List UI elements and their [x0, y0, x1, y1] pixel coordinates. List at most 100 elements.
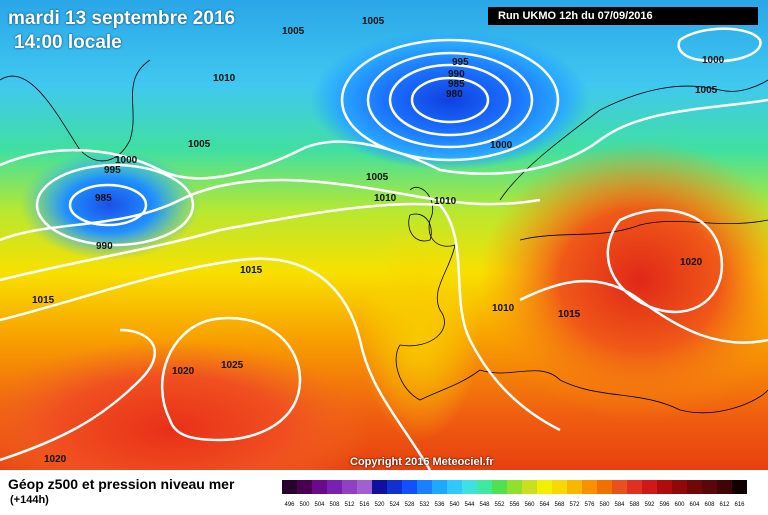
isobar-1015-east — [519, 279, 768, 344]
isobar-label: 1010 — [213, 73, 236, 84]
legend-swatch — [537, 480, 552, 494]
isobar-label: 1015 — [32, 295, 55, 306]
legend-value-label: 588 — [629, 502, 640, 508]
isobar-label: 1020 — [680, 257, 703, 268]
low-pressure-zone-west — [20, 150, 200, 260]
legend-value-label: 520 — [374, 502, 385, 508]
isobar-label: 1015 — [240, 265, 263, 276]
legend-swatch — [582, 480, 597, 494]
legend-swatch — [342, 480, 357, 494]
legend-value-label: 532 — [419, 502, 430, 508]
legend-value-label: 556 — [509, 502, 520, 508]
ridge-zone — [360, 220, 480, 440]
isobar-label: 980 — [446, 89, 463, 100]
isobar-1010 — [0, 202, 561, 432]
legend-swatch — [522, 480, 537, 494]
legend-swatch — [597, 480, 612, 494]
legend-value-label: 540 — [449, 502, 460, 508]
isobar-label: 1010 — [374, 193, 397, 204]
isobar-1020-west — [0, 328, 157, 462]
legend-swatch — [732, 480, 747, 494]
high-heights-southwest — [0, 340, 370, 470]
legend-value-label: 524 — [389, 502, 400, 508]
isobar-990 — [366, 51, 534, 149]
scandinavia-coast — [499, 79, 768, 201]
legend-value-label: 592 — [644, 502, 655, 508]
isobar-995 — [340, 38, 560, 162]
legend-swatch — [627, 480, 642, 494]
isobar-1020-east — [606, 208, 724, 314]
legend-swatch — [477, 480, 492, 494]
legend-value-label: 604 — [689, 502, 700, 508]
isobar-label: 1015 — [558, 309, 581, 320]
forecast-date: mardi 13 septembre 2016 — [8, 8, 236, 29]
legend-value-label: 564 — [539, 502, 550, 508]
isobar-label: 1005 — [188, 139, 211, 150]
map-canvas: 1005 1005 1010 995 990 985 980 1000 1000… — [0, 0, 768, 470]
legend-value-label: 544 — [464, 502, 475, 508]
copyright-text: Copyright 2016 Meteociel.fr — [350, 456, 494, 468]
isobar-label: 1000 — [490, 140, 513, 151]
isobar-label: 985 — [95, 193, 112, 204]
legend-swatch — [702, 480, 717, 494]
legend-value-label: 576 — [584, 502, 595, 508]
forecast-local-time: 14:00 locale — [14, 32, 122, 53]
legend-swatch — [507, 480, 522, 494]
legend-swatch — [282, 480, 297, 494]
legend-swatch — [432, 480, 447, 494]
legend-swatch — [567, 480, 582, 494]
isobar-label: 985 — [448, 79, 465, 90]
color-scale-bar: 496 500 504 508 512 516 520 524 528 532 536 540 544 5… — [282, 480, 747, 508]
isobar-label: 990 — [448, 69, 465, 80]
isobar-label: 1010 — [434, 196, 457, 207]
isobar-1005 — [0, 178, 541, 242]
legend-swatch — [552, 480, 567, 494]
isobar-label: 1005 — [695, 85, 718, 96]
isobar-1015 — [0, 257, 432, 470]
model-run-info: Run UKMO 12h du 07/09/2016 — [488, 7, 758, 25]
legend-value-label: 500 — [299, 502, 310, 508]
isobar-label: 1020 — [44, 454, 67, 465]
legend-value-label: 552 — [494, 502, 505, 508]
isobar-w-990 — [35, 163, 195, 247]
low-pressure-zone-north — [310, 30, 590, 170]
legend-value-label: 536 — [434, 502, 445, 508]
weather-map: 1005 1005 1010 995 990 985 980 1000 1000… — [0, 0, 768, 470]
isobar-1025 — [160, 316, 302, 442]
western-europe-coast — [395, 187, 481, 401]
coastlines — [0, 59, 768, 414]
legend-value-label: 560 — [524, 502, 535, 508]
legend-swatch — [417, 480, 432, 494]
isobar-label: 1000 — [115, 155, 138, 166]
legend-swatch — [672, 480, 687, 494]
color-scale-legend: 496 500 504 508 512 516 520 524 528 532 536 540 544 5… — [282, 480, 758, 515]
legend-swatch — [327, 480, 342, 494]
legend-swatch — [492, 480, 507, 494]
legend-value-label: 508 — [329, 502, 340, 508]
legend-swatch — [612, 480, 627, 494]
legend-swatch — [462, 480, 477, 494]
legend-value-label: 504 — [314, 502, 325, 508]
british-isles — [408, 213, 432, 242]
isobar-lines — [0, 27, 768, 470]
legend-value-label: 616 — [734, 502, 745, 508]
isobar-985 — [388, 63, 512, 137]
legend-value-label: 512 — [344, 502, 355, 508]
legend-value-label: 584 — [614, 502, 625, 508]
legend-swatch — [357, 480, 372, 494]
legend-swatch — [657, 480, 672, 494]
legend-swatch — [402, 480, 417, 494]
legend-value-label: 548 — [479, 502, 490, 508]
isobar-label: 1005 — [282, 26, 305, 37]
isobar-label: 995 — [452, 57, 469, 68]
isobar-label: 1005 — [362, 16, 385, 27]
legend-value-label: 600 — [674, 502, 685, 508]
legend-swatch — [642, 480, 657, 494]
legend-value-label: 612 — [719, 502, 730, 508]
isobar-label: 1005 — [366, 172, 389, 183]
legend-value-label: 580 — [599, 502, 610, 508]
isobar-label: 1025 — [221, 360, 244, 371]
legend-swatch — [717, 480, 732, 494]
legend-value-label: 516 — [359, 502, 370, 508]
legend-swatch — [387, 480, 402, 494]
